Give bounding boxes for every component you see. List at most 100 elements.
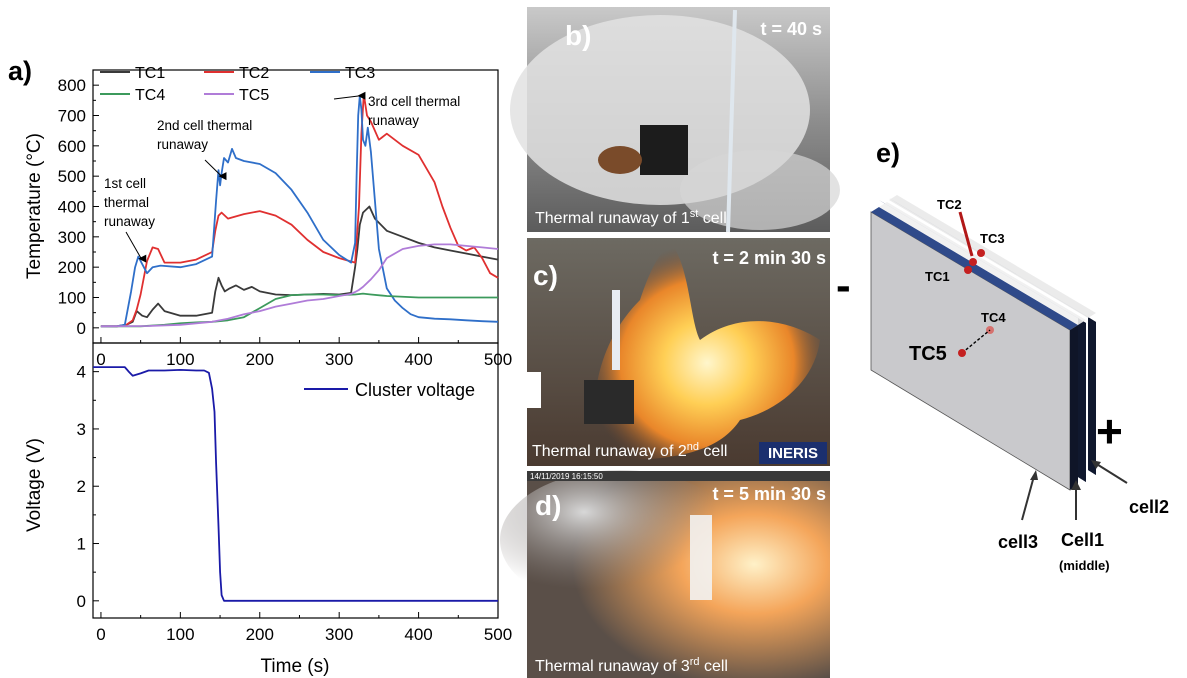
y-tick-label: 500 [58,167,86,186]
annotation-arrowhead-1 [138,254,147,263]
photo-d-smoke [500,470,740,610]
photo-panel-b: b) t = 40 s Thermal runaway of 1st cell [510,7,840,233]
x-tick-label: 300 [325,625,353,644]
photo-d-pipe [690,515,712,600]
tc3-marker [977,249,985,257]
y-tick-label: 0 [77,592,86,611]
legend-label-tc1: TC1 [135,65,165,82]
panel-label-c: c) [533,260,558,291]
volt-legend: Cluster voltage [304,380,475,400]
tc4-label: TC4 [981,310,1006,325]
cell1-label: Cell1 [1061,530,1104,550]
y-tick-label: 300 [58,228,86,247]
cell1-pointer-arrowhead [1071,480,1081,490]
photo-c-white-block [527,372,541,408]
y-tick-label: 700 [58,107,86,126]
temp-y-axis-label: Temperature (°C) [24,133,45,279]
x-tick-label: 0 [96,625,105,644]
cell1-edge [1078,318,1086,482]
panel-label-b: b) [565,20,591,51]
x-tick-label: 500 [484,625,512,644]
y-tick-label: 3 [77,420,86,439]
series-line-tc4 [100,292,498,328]
annotation-arrow-1 [125,231,142,259]
volt-series-group [93,366,498,602]
volt-x-axis-label: Time (s) [261,656,330,677]
legend-label-tc3: TC3 [345,65,375,82]
annotation-arrowhead-3 [357,91,366,100]
cell3-side-edge [1070,325,1078,490]
tc5-label: TC5 [909,343,947,365]
series-line-tc2 [100,93,499,328]
volt-axis-ticks: 0 1 2 3 4 0 100 200 300 400 500 [77,363,513,644]
cell-separator-2 [889,195,1096,318]
tc2-label: TC2 [937,197,962,212]
cell3-top-edge [871,207,1078,330]
y-tick-label: 400 [58,198,86,217]
cell3-label: cell3 [998,532,1038,552]
ineris-logo-box [759,442,827,464]
photo-panel-d: 14/11/2019 16:15:50 d) t = 5 min 30 s Th… [500,470,830,678]
legend-label-tc4: TC4 [135,87,165,104]
x-tick-label: 100 [166,625,194,644]
plus-terminal: + [1096,405,1123,457]
cell2-pointer [1094,462,1128,484]
cell3-pointer-arrowhead [1030,470,1038,480]
minus-terminal: - [836,261,851,310]
cell-separator-1 [879,202,1086,325]
y-tick-label: 4 [77,363,86,382]
temp-legend: TC1 TC2 TC3 TC4 TC5 [100,65,375,104]
y-tick-label: 200 [58,258,86,277]
cell3-pointer [1021,475,1035,521]
ineris-logo-text: INERIS [768,445,818,462]
y-tick-label: 100 [58,289,86,308]
tc1-label: TC1 [925,269,950,284]
photo-b-battery-holder [640,125,688,175]
photo-b-smoke-2 [680,150,840,230]
temp-series-group [100,93,499,328]
y-tick-label: 600 [58,137,86,156]
annotation-1: 1st cell thermal runaway [104,176,155,229]
series-line-cluster-voltage [93,366,498,602]
tc2-wire [958,211,974,257]
series-line-tc3 [100,94,499,328]
cell1-sublabel: (middle) [1059,558,1110,573]
photo-d-time: t = 5 min 30 s [712,484,826,504]
panel-label-e: e) [876,138,900,168]
photo-b-caption: Thermal runaway of 1st cell [535,208,727,227]
photo-c-pipe [612,290,620,370]
x-tick-label: 400 [404,350,432,369]
photo-b-pipe [726,9,737,233]
annotation-arrow-2 [204,159,222,177]
x-tick-label: 200 [246,350,274,369]
x-tick-label: 200 [246,625,274,644]
photo-d-timestamp: 14/11/2019 16:15:50 [530,472,603,481]
photo-b-time: t = 40 s [760,19,822,39]
x-tick-label: 100 [166,350,194,369]
tc5-marker [958,349,966,357]
tc4-tc5-link [961,329,991,354]
tc3-label: TC3 [980,231,1005,246]
photo-d-stamp-bar [527,471,830,481]
annotation-3: 3rd cell thermal runaway [368,94,460,128]
panel-label-d: d) [535,490,561,521]
photo-panel-c: c) t = 2 min 30 s Thermal runaway of 2nd… [527,238,830,466]
series-line-tc5 [100,243,499,328]
annotation-2: 2nd cell thermal runaway [157,118,252,152]
photo-c-caption: Thermal runaway of 2nd cell [532,441,727,460]
legend-label-tc5: TC5 [239,87,269,104]
photo-b-pan [598,146,642,174]
tc2-marker [969,258,977,266]
x-tick-label: 300 [325,350,353,369]
x-tick-label: 400 [404,625,432,644]
legend-label-tc2: TC2 [239,65,269,82]
y-tick-label: 0 [77,319,86,338]
cell2-label: cell2 [1129,497,1169,517]
volt-y-axis-label: Voltage (V) [24,438,45,532]
tc1-marker [964,266,972,274]
